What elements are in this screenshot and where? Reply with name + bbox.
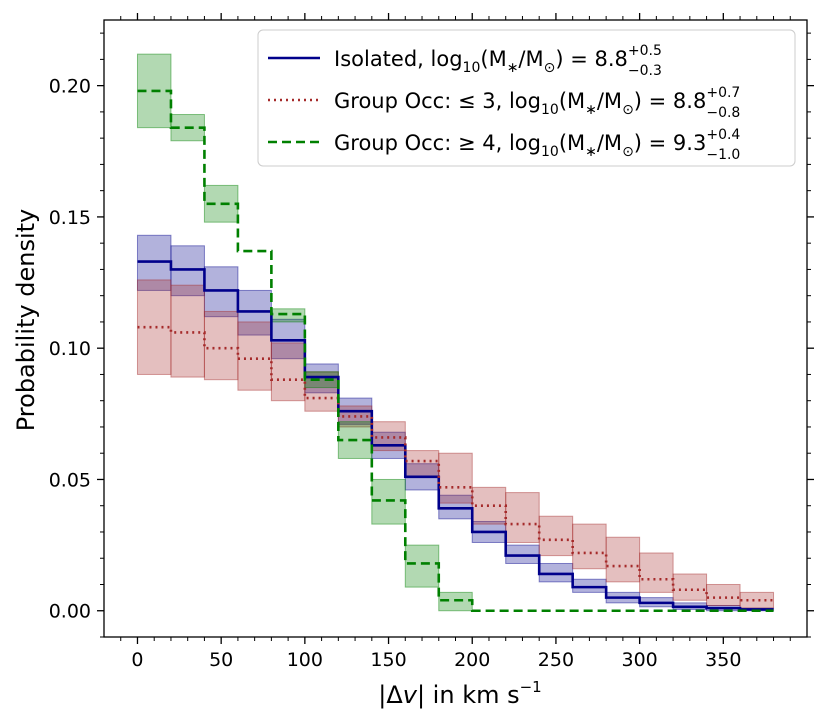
x-axis-label-var: v [403,681,418,709]
band-group-high-bin-7 [371,478,406,525]
series-lines [137,89,774,613]
x-tick-label: 200 [454,649,490,671]
legend-label-isolated: Isolated, log10(M∗/M⊙) = 8.8+0.5 −0.3 [334,43,662,79]
band-group-low-bin-13 [572,523,607,570]
x-axis-label-rest: | in km s [417,681,520,709]
band-group-low-bin-12 [538,515,574,557]
band-group-low-bin-14 [605,536,641,583]
band-group-low-bin-17 [706,583,741,606]
band-group-low-bin-4 [270,342,306,402]
y-tick-label: 0.10 [49,338,91,360]
legend-label-group-low: Group Occ: ≤ 3, log10(M∗/M⊙) = 8.8+0.7 −0… [334,85,740,121]
band-group-low-bin-2 [203,310,239,381]
legend-box [257,29,796,167]
band-group-high-bin-8 [404,544,440,588]
x-tick-label: 350 [705,649,741,671]
y-tick-label: 0.15 [49,207,91,229]
x-tick-label: 150 [370,649,406,671]
step-line-isolated [137,260,774,611]
legend: Isolated, log10(M∗/M⊙) = 8.8+0.5 −0.3 Grou… [257,29,796,167]
ticks: 0 50 100 150 200 250 300 350 0.00 0.05 0.10 0.15 0.2… [49,13,814,671]
band-group-low-bin-16 [672,573,708,601]
step-line-group-high [137,89,774,613]
y-tick-label: 0.00 [49,601,91,623]
x-tick-label: 100 [287,649,323,671]
band-group-low-bin-0 [136,279,172,375]
legend-label-group-high: Group Occ: ≥ 4, log10(M∗/M⊙) = 9.3+0.4 −1… [334,127,740,163]
x-tick-label: 300 [621,649,657,671]
band-group-low-bin-1 [170,284,205,378]
x-tick-label: 250 [538,649,574,671]
band-isolated-bin-4 [270,318,306,360]
band-group-low-bin-3 [237,321,272,391]
band-isolated-bin-0 [136,234,172,291]
band-group-low-bin-15 [639,552,674,593]
y-tick-label: 0.05 [49,469,91,491]
band-group-low-bin-9 [438,452,473,504]
band-isolated-bin-1 [170,245,205,297]
band-isolated-bin-11 [505,544,540,564]
band-isolated-bin-13 [572,578,607,593]
band-isolated-bin-2 [203,266,239,318]
band-isolated-bin-12 [538,562,574,583]
y-axis-label: Probability density [12,209,40,432]
band-group-low-bin-18 [739,591,775,609]
x-axis-label-exp: −1 [520,678,542,696]
band-group-low-bin-11 [505,492,540,543]
band-group-low-bin-8 [404,450,440,478]
x-axis-label-main: |Δ [378,681,403,709]
x-tick-label: 50 [209,649,233,671]
band-group-high-bin-4 [270,308,306,323]
y-tick-label: 0.20 [49,76,91,98]
x-tick-label: 0 [131,649,143,671]
x-axis-label: |Δv| in km s−1 [378,678,541,709]
band-group-high-bin-9 [438,591,473,612]
